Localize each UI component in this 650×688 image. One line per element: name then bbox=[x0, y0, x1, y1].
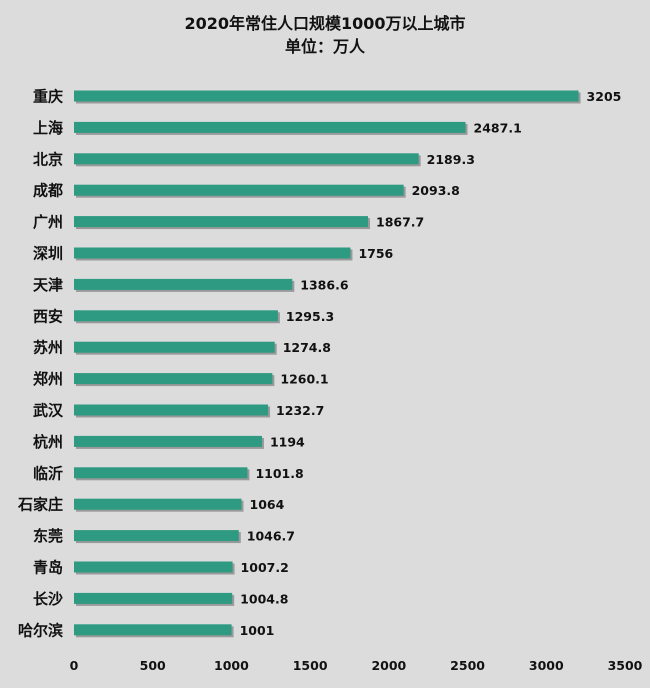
data-label: 1046.7 bbox=[247, 529, 295, 544]
category-label: 武汉 bbox=[33, 402, 64, 420]
bar bbox=[74, 404, 269, 416]
bar bbox=[74, 278, 293, 290]
data-label: 1194 bbox=[270, 434, 305, 449]
bar bbox=[74, 153, 419, 165]
chart-title: 2020年常住人口规模1000万以上城市 bbox=[184, 14, 465, 33]
data-label: 2189.3 bbox=[427, 152, 475, 167]
category-label: 深圳 bbox=[33, 245, 63, 263]
bar bbox=[74, 216, 369, 228]
category-label: 石家庄 bbox=[17, 496, 63, 514]
category-label: 临沂 bbox=[33, 464, 63, 482]
bar bbox=[74, 624, 232, 636]
bars-group: 重庆 3205 上海 2487.1 北京 2189.3 成都 2093.8 广州 1867.7 深圳… bbox=[17, 88, 621, 640]
data-label: 1867.7 bbox=[376, 215, 424, 230]
data-label: 1064 bbox=[250, 497, 285, 512]
category-label: 苏州 bbox=[33, 339, 63, 357]
x-tick-label: 3500 bbox=[608, 658, 643, 673]
category-label: 重庆 bbox=[33, 88, 63, 106]
bar bbox=[74, 435, 262, 447]
bar bbox=[74, 184, 404, 196]
data-label: 1232.7 bbox=[276, 403, 324, 418]
category-label: 杭州 bbox=[33, 433, 63, 451]
data-label: 1756 bbox=[358, 246, 393, 261]
category-label: 郑州 bbox=[33, 370, 63, 388]
category-label: 北京 bbox=[33, 150, 63, 168]
bar bbox=[74, 310, 278, 322]
category-label: 上海 bbox=[33, 119, 63, 137]
bar bbox=[74, 121, 466, 133]
category-label: 东莞 bbox=[33, 527, 63, 545]
data-label: 1274.8 bbox=[283, 340, 331, 355]
data-label: 2093.8 bbox=[412, 183, 460, 198]
data-label: 3205 bbox=[587, 89, 622, 104]
data-label: 1260.1 bbox=[280, 372, 328, 387]
x-tick-label: 1500 bbox=[293, 658, 328, 673]
category-label: 西安 bbox=[33, 307, 63, 325]
data-label: 1386.6 bbox=[300, 277, 349, 292]
x-tick-label: 2000 bbox=[371, 658, 406, 673]
data-label: 2487.1 bbox=[474, 120, 522, 135]
data-label: 1295.3 bbox=[286, 309, 334, 324]
x-axis: 0 500 1000 1500 2000 2500 3000 3500 bbox=[70, 658, 643, 673]
bar bbox=[74, 592, 233, 604]
bar bbox=[74, 341, 275, 353]
bar bbox=[74, 247, 351, 259]
bar bbox=[74, 561, 233, 573]
bar bbox=[74, 90, 579, 102]
category-label: 广州 bbox=[33, 213, 63, 231]
data-label: 1007.2 bbox=[241, 560, 289, 575]
category-label: 成都 bbox=[33, 182, 63, 200]
x-tick-label: 0 bbox=[70, 658, 79, 673]
category-label: 天津 bbox=[33, 276, 63, 294]
chart-subtitle: 单位：万人 bbox=[285, 37, 366, 56]
x-tick-label: 3000 bbox=[529, 658, 564, 673]
data-label: 1001 bbox=[240, 623, 275, 638]
category-label: 青岛 bbox=[33, 559, 63, 577]
x-tick-label: 1000 bbox=[214, 658, 249, 673]
category-label: 哈尔滨 bbox=[18, 621, 63, 639]
bar bbox=[74, 498, 242, 510]
x-tick-label: 500 bbox=[140, 658, 166, 673]
bar bbox=[74, 373, 273, 385]
x-tick-label: 2500 bbox=[450, 658, 485, 673]
bar bbox=[74, 467, 248, 479]
category-label: 长沙 bbox=[33, 590, 63, 608]
bar bbox=[74, 530, 239, 542]
data-label: 1004.8 bbox=[240, 591, 288, 606]
data-label: 1101.8 bbox=[255, 466, 303, 481]
